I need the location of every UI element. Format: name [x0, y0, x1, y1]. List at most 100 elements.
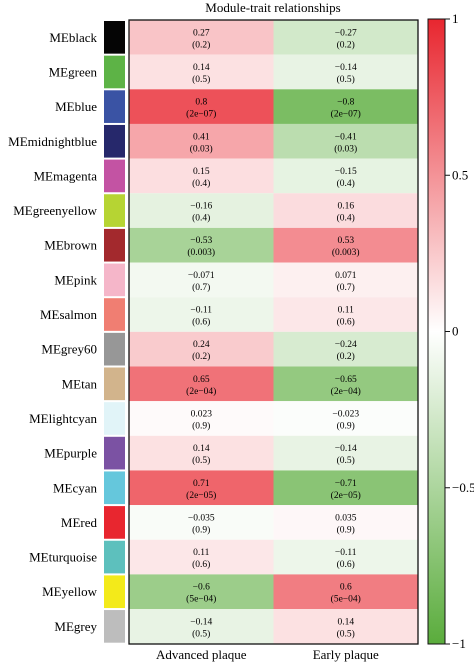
cell-correlation: 0.53: [337, 236, 354, 246]
cell-pvalue: (0.03): [190, 143, 213, 154]
heatmap-cell: [129, 262, 274, 298]
heatmap-frame: [128, 19, 419, 645]
module-swatch: [104, 575, 125, 609]
row-label: MEyellow: [42, 584, 97, 599]
cell-correlation: −0.071: [188, 271, 215, 281]
cell-pvalue: (0.9): [192, 420, 210, 431]
cell-pvalue: (0.6): [337, 317, 355, 328]
cell-correlation: 0.14: [193, 444, 210, 454]
heatmap-cell: [273, 262, 418, 298]
cell-correlation: −0.11: [190, 306, 212, 316]
module-swatch: [104, 298, 125, 331]
cell-correlation: 0.035: [335, 513, 357, 523]
cell-pvalue: (2e−04): [186, 386, 216, 397]
cell-pvalue: (0.7): [337, 282, 355, 293]
cell-correlation: 0.27: [193, 28, 210, 38]
module-swatch: [104, 540, 125, 574]
module-swatch: [104, 263, 125, 297]
module-swatch: [104, 402, 125, 435]
cell-correlation: −0.53: [190, 236, 212, 246]
column-label: Early plaque: [313, 647, 379, 662]
heatmap-cell: [129, 505, 274, 540]
heatmap-cell: [129, 123, 274, 159]
cell-pvalue: (0.5): [192, 628, 210, 639]
cell-pvalue: (2e−05): [186, 490, 216, 501]
module-swatch: [104, 610, 125, 643]
cell-correlation: 0.14: [193, 63, 210, 73]
column-label: Advanced plaque: [156, 647, 247, 662]
module-swatch: [104, 159, 125, 193]
cell-correlation: −0.023: [332, 409, 359, 419]
cell-correlation: 0.8: [195, 98, 207, 108]
heatmap-cell: [273, 193, 418, 228]
chart-title: Module-trait relationships: [205, 0, 340, 15]
row-label: MEgrey: [54, 619, 97, 634]
cell-correlation: 0.14: [337, 617, 354, 627]
heatmap-cell: [273, 435, 418, 471]
cell-correlation: 0.6: [340, 583, 352, 593]
cell-correlation: 0.11: [193, 548, 210, 558]
cell-pvalue: (0.5): [192, 74, 210, 85]
cell-correlation: −0.14: [335, 63, 357, 73]
module-swatch: [104, 506, 125, 539]
cell-pvalue: (0.03): [334, 143, 357, 154]
colorbar-tick-label: −1: [452, 636, 466, 651]
cell-pvalue: (0.7): [192, 282, 210, 293]
heatmap-cell: [273, 158, 418, 194]
cell-pvalue: (2e−07): [186, 109, 216, 120]
module-swatch: [104, 21, 125, 54]
heatmap-cell: [129, 331, 274, 367]
cell-pvalue: (0.5): [337, 628, 355, 639]
cell-correlation: −0.24: [335, 340, 357, 350]
row-label: MEblack: [49, 30, 97, 45]
cell-pvalue: (0.4): [192, 178, 210, 189]
cell-correlation: −0.41: [335, 132, 357, 142]
module-swatch: [104, 471, 125, 505]
cell-correlation: −0.16: [190, 202, 212, 212]
cell-pvalue: (0.9): [337, 420, 355, 431]
row-label: MEmagenta: [33, 168, 97, 183]
cell-correlation: 0.15: [193, 167, 210, 177]
heatmap-cell: [129, 366, 274, 402]
heatmap-cell: [273, 297, 418, 332]
cell-correlation: −0.15: [335, 167, 357, 177]
row-label: MEcyan: [53, 480, 98, 495]
colorbar-tick-label: −0.5: [452, 480, 474, 495]
heatmap-cell: [273, 505, 418, 540]
row-label: MEsalmon: [40, 307, 98, 322]
row-label: MEtan: [62, 376, 98, 391]
heatmap-cell: [273, 89, 418, 124]
cell-correlation: 0.071: [335, 271, 357, 281]
cell-pvalue: (0.003): [187, 247, 215, 258]
cell-correlation: −0.27: [335, 28, 357, 38]
heatmap-cell: [273, 123, 418, 159]
cell-correlation: 0.71: [193, 479, 210, 489]
cell-pvalue: (0.5): [337, 455, 355, 466]
heatmap-cell: [273, 401, 418, 436]
row-label: MEbrown: [44, 238, 97, 253]
cell-pvalue: (0.9): [192, 524, 210, 535]
cell-pvalue: (0.6): [192, 559, 210, 570]
heatmap-cell: [129, 193, 274, 228]
cell-pvalue: (2e−07): [331, 109, 361, 120]
row-label: MEgreen: [49, 64, 98, 79]
heatmap-cells: 0.27(0.2)−0.27(0.2)0.14(0.5)−0.14(0.5)0.…: [129, 20, 418, 644]
module-swatch: [104, 228, 125, 262]
heatmap-cell: [273, 539, 418, 575]
cell-pvalue: (0.2): [337, 351, 355, 362]
cell-pvalue: (0.5): [337, 74, 355, 85]
heatmap-cell: [129, 227, 274, 263]
heatmap-cell: [129, 574, 274, 610]
cell-pvalue: (0.9): [337, 524, 355, 535]
row-label: MEpurple: [44, 446, 97, 461]
row-label: MEmidnightblue: [8, 134, 97, 149]
module-swatch: [104, 194, 125, 227]
cell-correlation: −0.65: [335, 375, 357, 385]
heatmap-cell: [129, 470, 274, 506]
cell-pvalue: (2e−04): [331, 386, 361, 397]
module-swatch: [104, 90, 125, 123]
cell-correlation: 0.11: [338, 306, 355, 316]
cell-pvalue: (2e−05): [331, 490, 361, 501]
module-swatch: [104, 124, 125, 158]
heatmap-cell: [273, 54, 418, 90]
